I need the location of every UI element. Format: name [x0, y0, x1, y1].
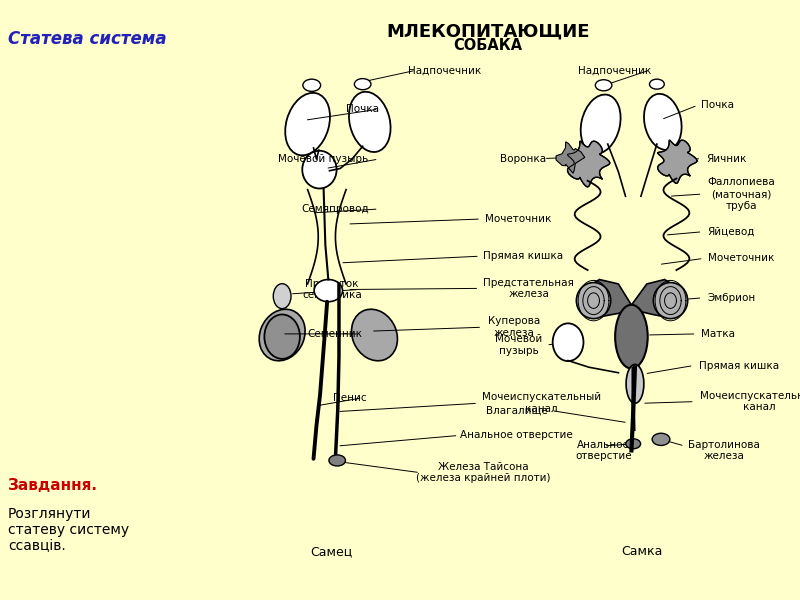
Ellipse shape [644, 94, 682, 150]
Text: Семенник: Семенник [307, 329, 362, 339]
Ellipse shape [654, 283, 688, 319]
Ellipse shape [595, 80, 612, 91]
Text: Прямая кишка: Прямая кишка [483, 251, 563, 261]
Text: СОБАКА: СОБАКА [454, 38, 522, 53]
Text: Завдання.: Завдання. [8, 479, 98, 493]
Ellipse shape [626, 364, 644, 403]
Text: Анальное
отверстие: Анальное отверстие [575, 440, 632, 461]
Ellipse shape [354, 79, 371, 89]
Text: Придаток
семенника: Придаток семенника [302, 278, 362, 300]
Text: Матка: Матка [702, 329, 735, 339]
Text: Анальное отверстие: Анальное отверстие [460, 430, 573, 440]
Text: Самка: Самка [622, 545, 662, 558]
Text: Семяпровод: Семяпровод [301, 204, 369, 214]
Text: Мочевой
пузырь: Мочевой пузырь [494, 334, 542, 356]
Ellipse shape [329, 455, 346, 466]
Text: Бартолинова
железа: Бартолинова железа [688, 440, 760, 461]
Text: МЛЕКОПИТАЮЩИЕ: МЛЕКОПИТАЮЩИЕ [386, 22, 590, 40]
Polygon shape [582, 280, 631, 317]
Text: Самец: Самец [310, 545, 353, 558]
Text: Почка: Почка [702, 100, 734, 110]
Polygon shape [567, 141, 610, 187]
Ellipse shape [581, 95, 621, 154]
Ellipse shape [274, 284, 291, 308]
Text: Влагалище: Влагалище [486, 406, 547, 415]
Text: Статева система: Статева система [8, 30, 166, 48]
Text: Предстательная
железа: Предстательная железа [483, 278, 574, 299]
Ellipse shape [650, 79, 664, 89]
Text: Фаллопиева
(маточная)
труба: Фаллопиева (маточная) труба [707, 178, 775, 211]
Ellipse shape [259, 309, 305, 361]
Polygon shape [631, 280, 682, 317]
Polygon shape [658, 140, 697, 184]
Ellipse shape [615, 305, 648, 368]
Ellipse shape [349, 92, 390, 152]
Text: Воронка: Воронка [500, 154, 546, 164]
Ellipse shape [302, 151, 337, 188]
Text: Прямая кишка: Прямая кишка [699, 361, 779, 371]
Text: Железа Тайсона
(железа крайней плоти): Железа Тайсона (железа крайней плоти) [416, 462, 550, 484]
Polygon shape [556, 142, 585, 173]
Ellipse shape [553, 323, 583, 361]
Text: Яичник: Яичник [706, 154, 746, 164]
Text: Мочевой пузырь: Мочевой пузырь [278, 154, 369, 164]
Text: Почка: Почка [346, 104, 378, 114]
Ellipse shape [576, 283, 610, 319]
Text: Надпочечник: Надпочечник [408, 65, 482, 75]
Text: Мочеточник: Мочеточник [485, 214, 551, 224]
Ellipse shape [314, 280, 342, 302]
Text: Мочеиспускательный
канал: Мочеиспускательный канал [700, 391, 800, 412]
Text: Пенис: Пенис [333, 393, 366, 403]
Ellipse shape [652, 433, 670, 445]
Ellipse shape [351, 309, 398, 361]
Text: Куперова
железа: Куперова железа [488, 316, 541, 338]
Ellipse shape [303, 79, 321, 91]
Ellipse shape [264, 314, 300, 359]
Text: Мочеиспускательный
канал: Мочеиспускательный канал [482, 392, 602, 414]
Text: Надпочечник: Надпочечник [578, 65, 651, 75]
Text: Мочеточник: Мочеточник [708, 253, 774, 263]
Text: Розглянути
статеву систему
ссавців.: Розглянути статеву систему ссавців. [8, 507, 129, 553]
Text: Эмбрион: Эмбрион [707, 293, 755, 303]
Text: Яйцевод: Яйцевод [707, 227, 754, 237]
Ellipse shape [286, 93, 330, 155]
Ellipse shape [626, 439, 641, 449]
